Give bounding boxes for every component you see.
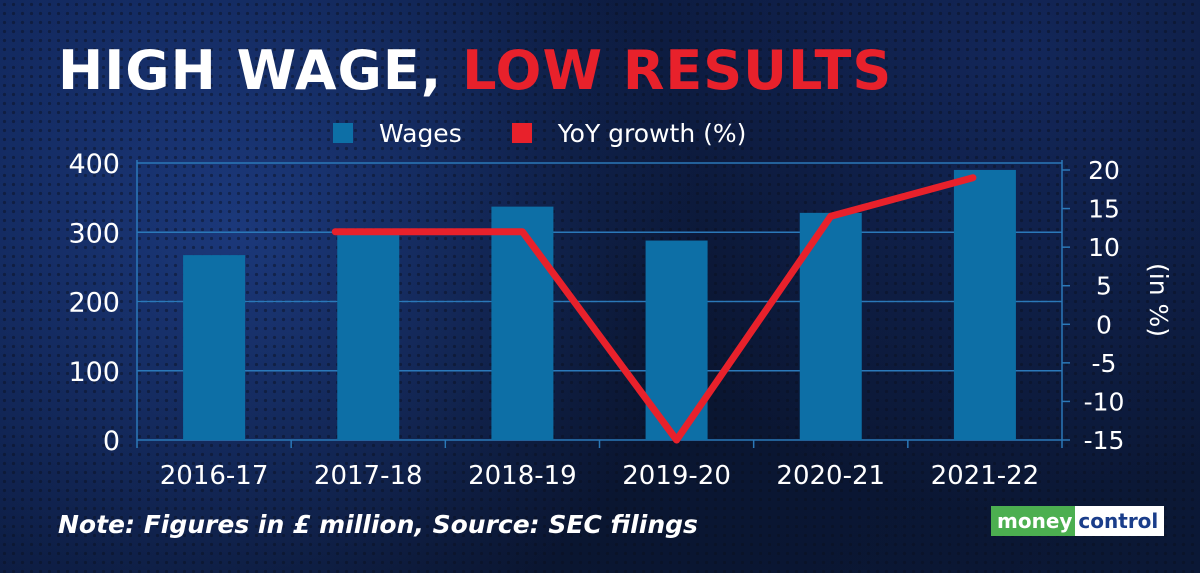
source-note: Note: Figures in £ million, Source: SEC … [58,510,698,539]
y-left-tick-label: 0 [103,426,120,457]
bar-wages [491,206,554,440]
x-category-label: 2016-17 [160,461,269,491]
y-right-tick-label: 0 [1096,310,1112,339]
x-category-label: 2017-18 [314,461,423,491]
bar-wages [337,232,400,440]
x-category-label: 2018-19 [468,461,577,491]
x-category-label: 2021-22 [931,461,1040,491]
title-part-white: HIGH WAGE, [58,39,463,102]
y-right-tick-label: 10 [1088,233,1120,262]
y-left-tick-label: 100 [68,357,120,388]
x-category-label: 2019-20 [622,461,731,491]
y-left-tick-label: 200 [68,288,120,319]
y-right-tick-label: -5 [1092,349,1117,378]
logo-part-money: money [991,506,1076,536]
line-yoy-growth [331,174,977,444]
legend-swatch-growth [511,123,532,143]
legend-swatch-wages [333,123,353,143]
title-part-red: LOW RESULTS [462,39,893,102]
y-right-tick-label: 15 [1088,195,1120,224]
legend-item-growth: YoY growth (%) [511,118,747,148]
y-right-tick-label: -15 [1084,426,1125,455]
y-right-tick-label: 5 [1096,272,1112,301]
legend-label-wages: Wages [379,118,462,148]
moneycontrol-logo: money control [991,506,1165,536]
x-category-label: 2020-21 [776,461,885,491]
logo-part-control: control [1075,506,1165,536]
bar-wages [953,169,1016,441]
chart-title: HIGH WAGE, LOW RESULTS [58,44,892,98]
bar-wages [183,255,246,440]
legend: Wages YoY growth (%) [333,118,796,148]
legend-label-growth: YoY growth (%) [557,118,747,148]
y-right-tick-label: 20 [1088,156,1120,185]
y-right-axis-label: (in %) [1144,263,1173,337]
y-right-tick-label: -10 [1084,387,1125,416]
y-left-tick-label: 300 [68,218,120,249]
legend-item-wages: Wages [333,119,462,148]
y-left-tick-label: 400 [68,149,120,180]
